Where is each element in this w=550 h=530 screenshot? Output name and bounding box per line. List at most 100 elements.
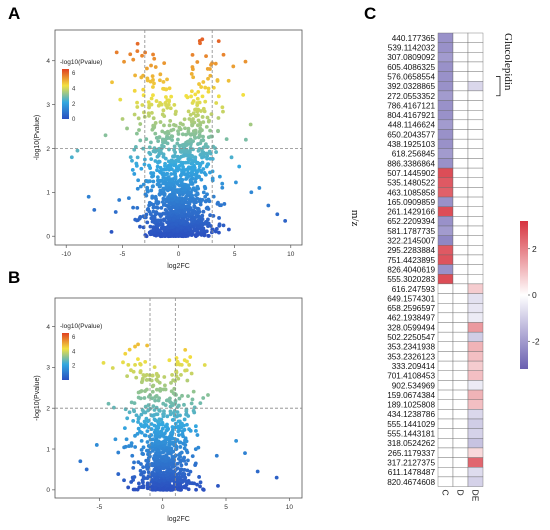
data-point-576 <box>150 462 155 466</box>
data-point-537 <box>229 155 234 160</box>
data-point-1374 <box>177 209 182 214</box>
data-point-941 <box>160 112 165 117</box>
data-point-1367 <box>152 220 157 224</box>
heat-cell-10-2 <box>467 129 484 140</box>
data-point-804 <box>129 368 133 373</box>
data-point-779 <box>156 451 160 456</box>
data-point-1399 <box>181 187 185 192</box>
data-point-436 <box>152 56 157 61</box>
heat-cell-23-2 <box>467 254 484 265</box>
data-point-879 <box>154 377 159 382</box>
colorbar <box>62 69 69 119</box>
data-point-721 <box>184 462 189 466</box>
data-point-695 <box>198 480 203 485</box>
data-point-703 <box>184 485 188 490</box>
data-point-1203 <box>208 67 212 71</box>
data-point-1254 <box>179 172 184 177</box>
heat-cell-5-1 <box>452 81 469 92</box>
heat-cell-27-2 <box>467 293 484 304</box>
data-point-332 <box>167 123 172 128</box>
data-point-303 <box>150 389 155 394</box>
colorbar-title: -log10(Pvalue) <box>60 323 102 330</box>
heat-colorbar-tick-label-0: 2 <box>532 244 537 254</box>
heat-cell-43-2 <box>467 447 484 458</box>
data-point-567 <box>201 190 206 195</box>
data-point-438 <box>189 94 194 99</box>
data-point-658 <box>144 463 149 468</box>
data-point-235 <box>176 424 181 429</box>
data-point-66 <box>131 57 136 62</box>
data-point-1204 <box>138 215 143 219</box>
data-point-819 <box>201 145 206 150</box>
row-label-22: 295.2283884 <box>387 246 435 255</box>
data-point-258 <box>179 463 184 468</box>
data-point-316 <box>134 375 139 380</box>
data-point-639 <box>136 357 140 361</box>
row-label-38: 189.1025808 <box>387 401 435 410</box>
heat-cell-4-0 <box>437 71 454 82</box>
data-point-1043 <box>171 127 176 132</box>
heat-cell-12-2 <box>467 148 484 159</box>
data-point-651 <box>157 465 162 470</box>
data-point-809 <box>152 454 157 458</box>
data-point-691 <box>153 121 158 125</box>
heat-cell-29-2 <box>467 312 484 323</box>
heat-cell-43-0 <box>437 447 454 458</box>
data-point-830 <box>169 446 174 451</box>
data-point-577 <box>171 378 176 383</box>
y-tick-label-1: 1 <box>46 190 50 197</box>
data-point-898 <box>113 437 118 442</box>
data-point-406 <box>183 126 187 131</box>
heat-cell-46-0 <box>437 476 454 487</box>
data-point-322 <box>138 396 143 401</box>
data-point-668 <box>165 427 170 432</box>
data-point-534 <box>140 451 145 456</box>
heat-cell-0-0 <box>437 32 454 43</box>
data-point-875 <box>148 152 153 157</box>
data-point-844 <box>148 474 153 479</box>
data-point-1256 <box>162 192 167 196</box>
data-point-1403 <box>92 207 97 212</box>
data-point-448 <box>151 52 155 57</box>
data-point-682 <box>145 448 149 453</box>
data-point-1200 <box>234 180 238 185</box>
data-point-853 <box>180 432 185 437</box>
data-point-835 <box>131 465 136 470</box>
heat-cell-43-1 <box>452 447 469 458</box>
data-point-893 <box>167 86 172 91</box>
data-point-624 <box>220 181 225 186</box>
data-point-594 <box>160 426 165 431</box>
data-point-1386 <box>170 197 175 202</box>
data-point-1328 <box>167 181 172 186</box>
data-point-446 <box>222 202 227 206</box>
data-point-484 <box>200 37 205 42</box>
data-point-176 <box>188 355 193 359</box>
heat-cell-16-0 <box>437 187 454 198</box>
heat-cell-22-1 <box>452 245 469 256</box>
data-point-1365 <box>126 196 131 201</box>
heat-cell-8-2 <box>467 109 484 121</box>
data-point-227 <box>168 409 173 414</box>
data-point-959 <box>205 205 210 210</box>
data-point-805 <box>156 441 161 446</box>
data-point-724 <box>158 388 163 393</box>
data-point-1137 <box>194 107 199 112</box>
heat-cell-28-0 <box>437 303 454 314</box>
data-point-451 <box>204 142 208 147</box>
data-point-626 <box>120 117 125 121</box>
row-label-9: 448.1146624 <box>388 121 436 130</box>
data-point-1235 <box>180 200 184 205</box>
data-point-318 <box>176 471 181 476</box>
data-point-883 <box>151 383 156 388</box>
heat-cell-38-2 <box>467 399 484 410</box>
data-point-539 <box>220 105 225 110</box>
data-point-1290 <box>186 190 191 195</box>
data-point-686 <box>197 82 201 86</box>
data-point-250 <box>153 398 158 403</box>
column-label-0: C <box>441 490 451 496</box>
data-point-1238 <box>226 78 231 83</box>
data-point-482 <box>185 468 190 473</box>
row-label-23: 751.4423895 <box>387 256 435 265</box>
heat-cell-7-0 <box>437 100 454 111</box>
data-point-1321 <box>155 164 160 169</box>
